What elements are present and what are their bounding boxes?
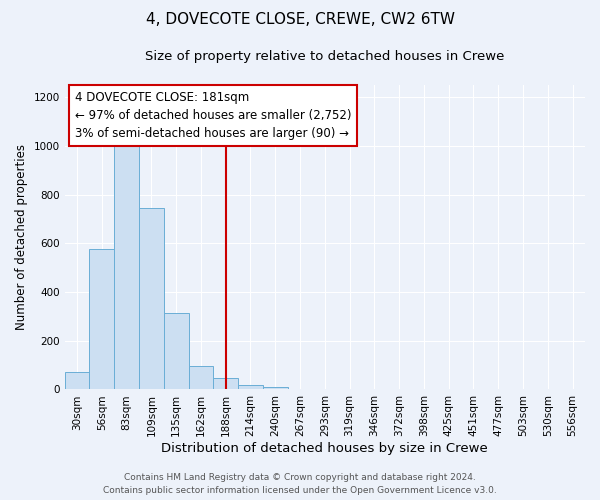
Bar: [164, 312, 188, 390]
X-axis label: Distribution of detached houses by size in Crewe: Distribution of detached houses by size …: [161, 442, 488, 455]
Bar: [139, 208, 164, 390]
Bar: [114, 146, 139, 390]
Bar: [238, 384, 263, 390]
Bar: [89, 250, 114, 390]
Bar: [214, 378, 238, 390]
Title: Size of property relative to detached houses in Crewe: Size of property relative to detached ho…: [145, 50, 505, 63]
Bar: [188, 366, 214, 390]
Y-axis label: Number of detached properties: Number of detached properties: [15, 144, 28, 330]
Text: 4 DOVECOTE CLOSE: 181sqm
← 97% of detached houses are smaller (2,752)
3% of semi: 4 DOVECOTE CLOSE: 181sqm ← 97% of detach…: [75, 91, 352, 140]
Bar: [65, 372, 89, 390]
Text: 4, DOVECOTE CLOSE, CREWE, CW2 6TW: 4, DOVECOTE CLOSE, CREWE, CW2 6TW: [146, 12, 455, 28]
Bar: [263, 387, 287, 390]
Text: Contains HM Land Registry data © Crown copyright and database right 2024.
Contai: Contains HM Land Registry data © Crown c…: [103, 473, 497, 495]
